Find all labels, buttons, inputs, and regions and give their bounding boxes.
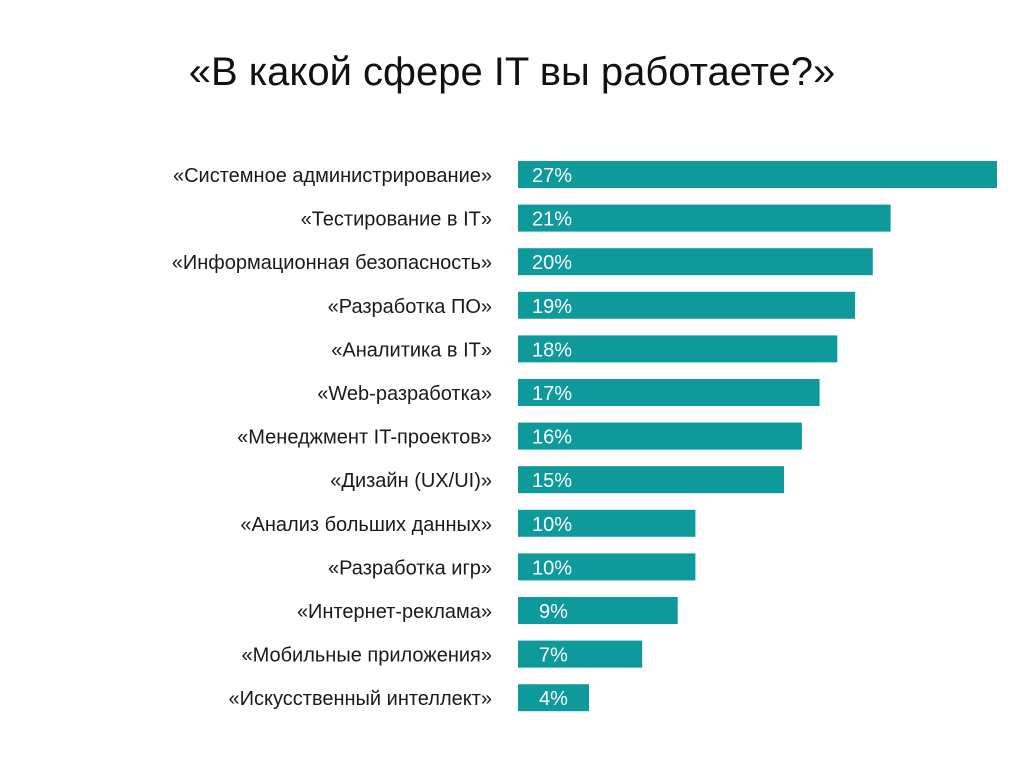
bar [518,422,802,450]
data-label: 21% [532,209,572,231]
category-label: «Дизайн (UX/UI)» [330,470,492,492]
data-label: 9% [539,601,568,623]
data-label: 19% [532,296,572,318]
data-label: 16% [532,427,572,449]
data-label: 10% [532,514,572,536]
chart-title: «В какой сфере IT вы работаете?» [188,50,836,94]
bar [518,248,873,276]
bar [518,379,820,406]
category-label: «Искусственный интеллект» [229,688,492,710]
category-label: «Менеджмент IT-проектов» [237,427,492,449]
category-label: «Мобильные приложения» [241,645,492,667]
bar [518,509,696,537]
data-label: 10% [532,557,572,579]
category-label: «Анализ больших данных» [240,514,492,536]
category-label: «Системное администрирование» [173,165,492,187]
bar [518,291,856,319]
category-label: «Аналитика в IT» [331,339,492,361]
bar [518,204,891,232]
bar [518,161,997,188]
data-label: 18% [532,339,572,361]
category-label: «Web-разработка» [317,383,492,405]
category-label: «Тестирование в IT» [301,209,492,231]
data-label: 15% [532,470,572,492]
bar [518,597,678,624]
bar [518,553,696,581]
data-label: 4% [539,688,568,710]
category-label: «Интернет-реклама» [297,601,492,623]
category-label: «Информационная безопасность» [172,252,492,274]
bar [518,684,589,712]
data-label: 27% [532,165,572,187]
category-label: «Разработка игр» [328,557,492,579]
data-label: 20% [532,252,572,274]
bar [518,640,643,668]
data-label: 17% [532,383,572,405]
data-label: 7% [539,645,568,667]
bar [518,335,838,363]
bar [518,466,785,494]
category-label: «Разработка ПО» [328,296,492,318]
